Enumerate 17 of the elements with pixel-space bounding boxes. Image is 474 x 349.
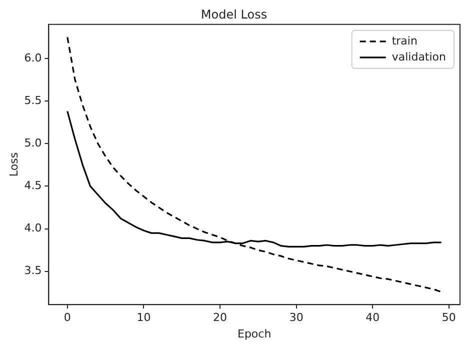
y-tick-label: 4.0 [24, 222, 42, 235]
chart-title: Model Loss [200, 7, 268, 22]
x-tick-label: 0 [64, 311, 71, 324]
y-tick-label: 6.0 [24, 51, 42, 64]
x-tick-label: 40 [366, 311, 380, 324]
y-tick-label: 5.5 [24, 94, 42, 107]
x-tick-label: 20 [213, 311, 228, 324]
x-tick-label: 30 [289, 311, 304, 324]
y-tick-label: 4.5 [24, 179, 42, 192]
x-tick-label: 10 [136, 311, 151, 324]
y-tick-label: 5.0 [24, 136, 42, 150]
x-axis-title: Epoch [238, 327, 272, 340]
legend-label: validation [392, 50, 446, 64]
y-axis-title: Loss [7, 152, 20, 177]
x-tick-label: 50 [442, 311, 456, 324]
legend-label: train [392, 34, 418, 48]
y-tick-label: 3.5 [24, 264, 42, 278]
